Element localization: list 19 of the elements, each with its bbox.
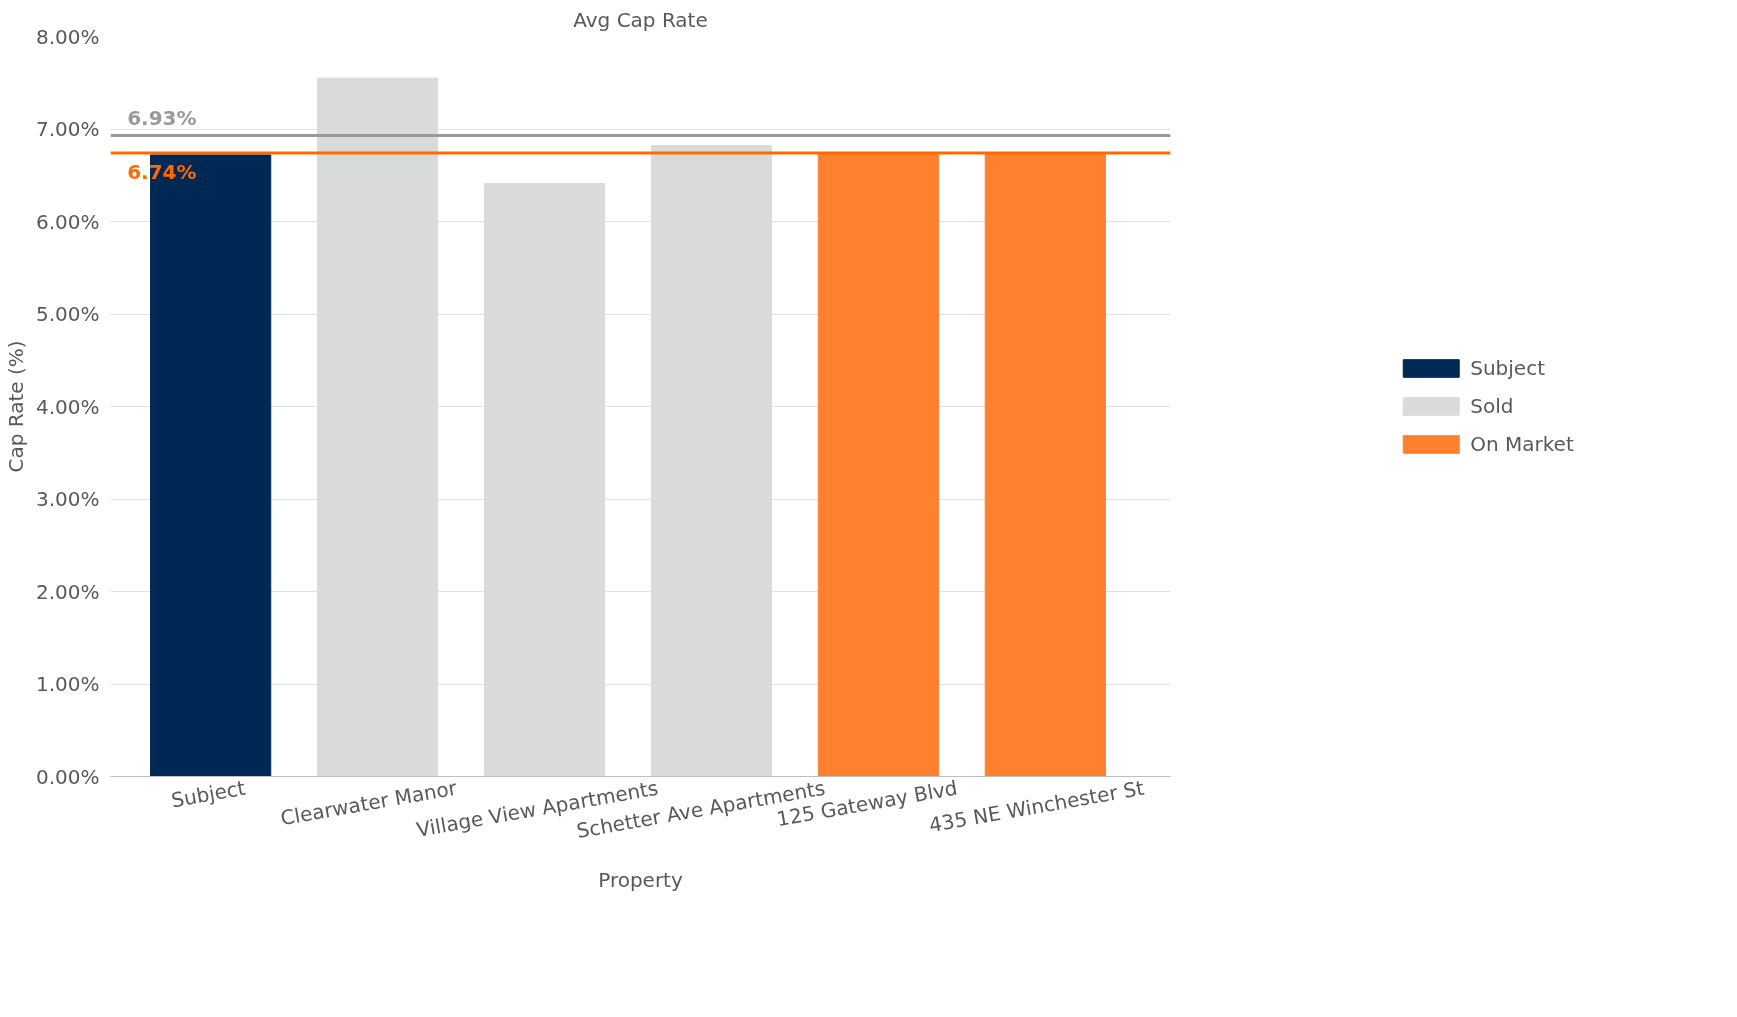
ref-line-label: 6.93% xyxy=(127,106,197,131)
y-tick-label: 8.00% xyxy=(35,24,100,49)
x-axis-title: Property xyxy=(598,867,683,892)
y-tick-label: 4.00% xyxy=(35,394,100,419)
legend-label: Subject xyxy=(1470,356,1545,380)
y-tick-label: 7.00% xyxy=(35,117,100,141)
y-axis-title: Cap Rate (%) xyxy=(3,340,28,473)
y-tick-label: 5.00% xyxy=(35,302,100,326)
y-tick-label: 3.00% xyxy=(35,487,100,511)
y-tick-label: 1.00% xyxy=(35,672,100,696)
bar xyxy=(984,152,1106,777)
bar xyxy=(817,152,939,777)
legend-label: On Market xyxy=(1470,432,1574,456)
y-tick-label: 2.00% xyxy=(35,579,100,604)
y-tick-label: 0.00% xyxy=(35,764,100,789)
chart-title: Avg Cap Rate xyxy=(573,7,708,32)
x-tick-label: Subject xyxy=(169,775,248,813)
y-tick-label: 6.00% xyxy=(35,209,100,234)
legend-label: Sold xyxy=(1470,394,1514,418)
